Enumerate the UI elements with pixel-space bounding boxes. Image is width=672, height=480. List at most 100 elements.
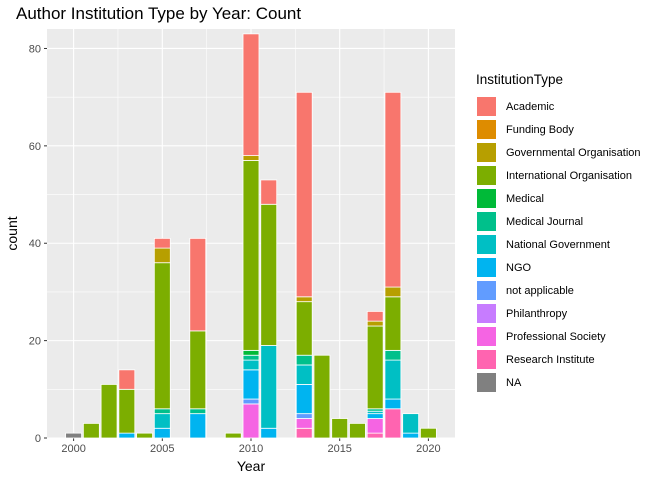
legend-item: NA <box>476 371 641 394</box>
bar-segment <box>260 427 278 439</box>
bar-segment <box>189 413 207 439</box>
bar-segment <box>295 296 313 303</box>
bar-segment <box>295 413 313 419</box>
legend-label: Philanthropy <box>506 307 568 320</box>
bar-segment <box>153 262 171 410</box>
bar-segment <box>366 413 384 419</box>
bar-segment <box>189 237 207 332</box>
bar-segment <box>366 320 384 327</box>
legend-key <box>476 280 497 301</box>
bar-segment <box>295 384 313 415</box>
bar-segment <box>295 364 313 385</box>
bar-segment <box>366 311 384 322</box>
bar-segment <box>295 427 313 439</box>
bar-segment <box>366 432 384 439</box>
bar-segment <box>153 413 171 429</box>
bar-segment <box>260 203 278 346</box>
bar-segment <box>242 160 260 351</box>
bar-segment <box>260 345 278 429</box>
bar-segment <box>118 388 136 434</box>
x-tick-label: 2010 <box>239 443 263 455</box>
legend-title: InstitutionType <box>476 72 564 87</box>
bar-segment <box>242 354 260 361</box>
legend-label: Funding Body <box>506 123 574 136</box>
bar-segment <box>331 418 349 439</box>
y-tick-label: 60 <box>29 141 41 153</box>
legend-key <box>476 119 497 140</box>
legend-items: Academic Funding Body Governmental Organis… <box>476 95 641 394</box>
legend-item: Academic <box>476 95 641 118</box>
bar-segment <box>242 155 260 161</box>
bar-segment <box>384 349 402 361</box>
bar-segment <box>242 369 260 400</box>
bar-segment <box>366 325 384 410</box>
legend-item: Professional Society <box>476 325 641 348</box>
bar-segment <box>384 286 402 298</box>
bar-segment <box>384 296 402 351</box>
bar-segment <box>153 408 171 415</box>
bar-segment <box>384 398 402 410</box>
legend-label: Medical <box>506 192 544 205</box>
legend-item: not applicable <box>476 279 641 302</box>
x-tick-label: 2020 <box>416 443 440 455</box>
bar-segment <box>402 432 420 439</box>
legend-label: Academic <box>506 100 555 113</box>
bar-segment <box>260 179 278 205</box>
bar-segment <box>384 408 402 439</box>
legend-label: NGO <box>506 261 532 274</box>
bar-segment <box>136 432 153 439</box>
legend-key <box>476 234 497 255</box>
legend-key <box>476 303 497 324</box>
legend-label: National Government <box>506 238 610 251</box>
legend-key <box>476 142 497 163</box>
legend: InstitutionType Academic Funding Body Gove… <box>476 72 641 394</box>
y-axis-label: count <box>4 216 20 250</box>
legend-item: Governmental Organisation <box>476 141 641 164</box>
y-tick-label: 20 <box>29 336 41 348</box>
legend-item: National Government <box>476 233 641 256</box>
legend-label: Governmental Organisation <box>506 146 641 159</box>
legend-key <box>476 326 497 347</box>
y-tick-label: 80 <box>29 43 41 55</box>
legend-label: Medical Journal <box>506 215 584 228</box>
legend-key <box>476 96 497 117</box>
x-axis-label: Year <box>237 458 266 474</box>
legend-label: NA <box>506 376 522 389</box>
bar-segment <box>402 413 420 434</box>
bar-segment <box>242 359 260 371</box>
legend-item: NGO <box>476 256 641 279</box>
legend-key <box>476 257 497 278</box>
y-tick-label: 0 <box>35 433 41 445</box>
legend-label: not applicable <box>506 284 574 297</box>
legend-label: Professional Society <box>506 330 606 343</box>
bar-segment <box>384 359 402 400</box>
legend-item: Medical <box>476 187 641 210</box>
x-tick-label: 2005 <box>150 443 174 455</box>
bar-segment <box>242 349 260 356</box>
legend-item: Research Institute <box>476 348 641 371</box>
legend-item: Funding Body <box>476 118 641 141</box>
legend-key <box>476 188 497 209</box>
legend-key <box>476 211 497 232</box>
bar-segment <box>82 422 100 439</box>
bar-segment <box>366 418 384 434</box>
bar-segment <box>420 427 437 439</box>
bar-segment <box>295 91 313 298</box>
bar-segment <box>100 384 118 439</box>
legend-item: International Organisation <box>476 164 641 187</box>
bar-segment <box>242 403 260 439</box>
bar-segment <box>295 354 313 366</box>
y-tick-label: 40 <box>29 238 41 250</box>
bar-segment <box>384 91 402 288</box>
bar-segment <box>189 408 207 415</box>
bar-segment <box>153 237 171 249</box>
bar-segment <box>189 330 207 410</box>
bar-segment <box>118 369 136 390</box>
legend-item: Medical Journal <box>476 210 641 233</box>
legend-item: Philanthropy <box>476 302 641 325</box>
legend-key <box>476 349 497 370</box>
bar-segment <box>65 432 82 439</box>
bar-segment <box>242 398 260 405</box>
legend-label: International Organisation <box>506 169 632 182</box>
